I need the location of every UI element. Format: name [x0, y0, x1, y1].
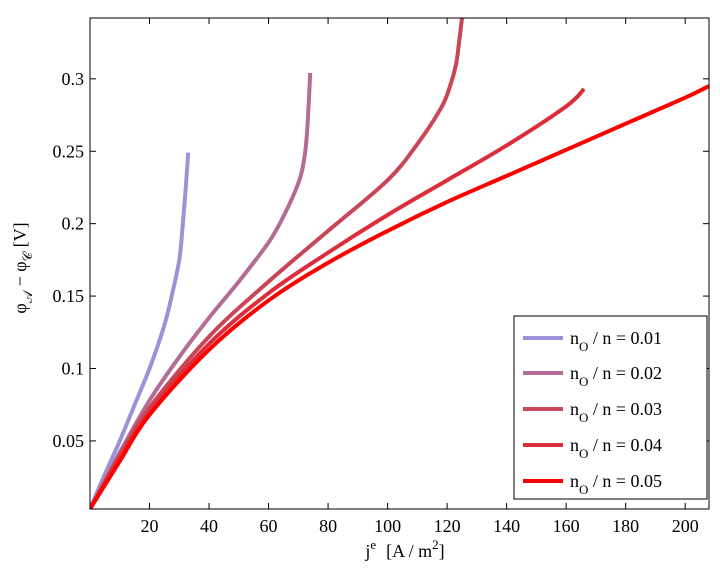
y-axis-label-phi-a: φ	[10, 303, 30, 313]
y-tick-label: 0.2	[62, 214, 85, 234]
legend-item: nO / n = 0.02	[523, 363, 662, 389]
x-tick-label: 40	[200, 516, 218, 536]
y-axis-label-minus: −	[10, 272, 30, 291]
x-tick-label: 80	[319, 516, 337, 536]
x-axis-label-units-sup: 2	[432, 537, 439, 552]
x-axis-label-units: [A / m	[386, 541, 432, 561]
x-tick-label: 160	[553, 516, 580, 536]
series-line-0.05	[90, 84, 709, 509]
x-tick-label: 100	[374, 516, 401, 536]
legend-label: nO / n = 0.02	[570, 363, 662, 389]
x-axis-label-units-close: ]	[439, 541, 445, 561]
legend-label: nO / n = 0.03	[570, 399, 662, 425]
x-axis-label-sup: e	[370, 537, 376, 552]
x-tick-label: 120	[434, 516, 461, 536]
series-line-0.02	[90, 72, 313, 509]
legend-label: nO / n = 0.01	[570, 328, 662, 354]
x-tick-label: 20	[141, 516, 159, 536]
x-axis-label: je [A / m2]	[364, 537, 444, 561]
x-tick-label: 60	[260, 516, 278, 536]
series-layer	[90, 18, 709, 509]
y-tick-label: 0.25	[53, 141, 85, 161]
x-axis-label-main: j	[364, 541, 370, 561]
y-axis-label-sub-a: 𝒜	[20, 289, 35, 303]
legend: nO / n = 0.01 nO / n = 0.02 nO / n = 0.0…	[513, 315, 708, 500]
legend-label: nO / n = 0.05	[570, 471, 662, 497]
x-tick-label: 200	[672, 516, 699, 536]
y-tick-label: 0.3	[62, 69, 85, 89]
y-axis-label-units: [V]	[10, 222, 30, 252]
legend-item: nO / n = 0.05	[523, 471, 662, 497]
x-tick-label: 180	[612, 516, 639, 536]
y-axis-label: φ𝒜 − φ𝒞 [V]	[10, 222, 35, 313]
axes-frame	[89, 17, 710, 510]
y-axis-label-phi-c: φ	[10, 261, 30, 271]
series-line-0.03	[90, 18, 464, 509]
y-tick-label: 0.1	[62, 359, 85, 379]
legend-item: nO / n = 0.03	[523, 399, 662, 425]
legend-label: nO / n = 0.04	[570, 435, 662, 461]
tick-layer: 20 40 60 80 100 120 140 160 180 200 0.05 0.1 0.15 0.2…	[53, 18, 709, 536]
series-line-0.01	[90, 152, 191, 509]
legend-item: nO / n = 0.04	[523, 435, 662, 461]
legend-item: nO / n = 0.01	[523, 328, 662, 354]
y-tick-label: 0.15	[53, 286, 85, 306]
y-axis-label-sub-c: 𝒞	[20, 250, 35, 261]
y-tick-label: 0.05	[53, 431, 85, 451]
x-tick-label: 140	[493, 516, 520, 536]
